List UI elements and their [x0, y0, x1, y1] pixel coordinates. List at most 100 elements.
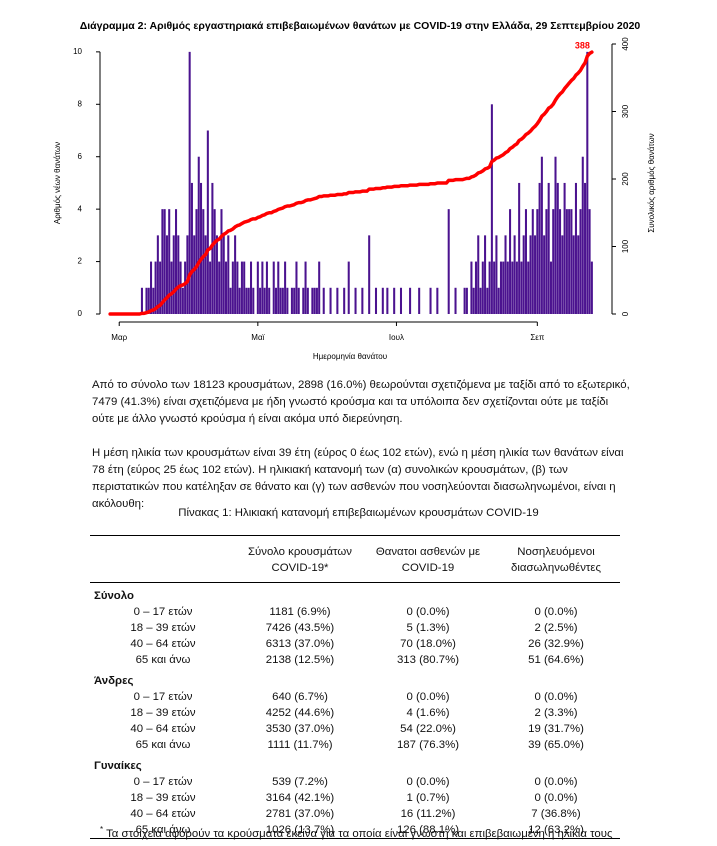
bar: [318, 261, 321, 314]
bar: [347, 261, 350, 314]
bar: [436, 287, 439, 314]
bar: [225, 261, 228, 314]
bar: [329, 287, 332, 314]
bar: [259, 287, 262, 314]
row-label: 40 – 64 ετών: [130, 723, 196, 735]
cell: 19 (31.7%): [528, 723, 584, 735]
y2-axis-label: Συνολικός αριθμός θανάτων: [647, 133, 656, 232]
bar: [354, 287, 357, 314]
bar: [565, 209, 568, 314]
group-row: Άνδρες: [90, 668, 620, 689]
bar: [536, 209, 539, 314]
cell: 6313 (37.0%): [265, 638, 335, 650]
bar: [336, 287, 339, 314]
cell: 539 (7.2%): [272, 776, 328, 788]
bar: [256, 261, 259, 314]
table-caption: Πίνακας 1: Ηλικιακή κατανομή επιβεβαιωμέ…: [178, 507, 539, 519]
bar: [545, 209, 548, 314]
cell: 4 (1.6%): [406, 707, 450, 719]
bar: [236, 261, 239, 314]
bar: [252, 287, 255, 314]
x-tick-label: Σεπ: [530, 333, 545, 342]
bar: [188, 51, 191, 315]
table-row: 40 – 64 ετών 2781 (37.0%) 16 (11.2%) 7 (36.…: [90, 806, 620, 822]
bar: [315, 287, 318, 314]
bar: [540, 156, 543, 314]
bar: [238, 287, 241, 314]
bar: [322, 287, 325, 314]
bar: [231, 261, 234, 314]
bar: [590, 261, 593, 314]
bar: [284, 261, 287, 314]
group-name: Άνδρες: [94, 674, 134, 687]
y2-tick-label: 100: [621, 239, 630, 253]
y-axis-label: Αριθμός νέων θανάτων: [53, 142, 62, 224]
bar: [154, 261, 157, 314]
bar: [559, 209, 562, 314]
y2-tick-label: 200: [621, 172, 630, 186]
bar: [509, 209, 512, 314]
bar: [527, 261, 530, 314]
bar: [538, 182, 541, 314]
cell: 12 (63.2%): [528, 824, 584, 836]
bar: [272, 261, 275, 314]
bar: [529, 235, 532, 314]
y-tick-label: 2: [78, 257, 83, 266]
bar: [386, 287, 389, 314]
bar: [156, 235, 159, 314]
bar: [209, 261, 212, 314]
bar: [220, 209, 223, 314]
bar: [206, 130, 209, 314]
y2-tick-label: 0: [621, 311, 630, 316]
bar: [554, 156, 557, 314]
row-label: 40 – 64 ετών: [130, 638, 196, 650]
header-cell: Θανατοι ασθενών με COVID-19: [364, 535, 492, 583]
bar: [147, 287, 150, 314]
bar: [381, 287, 384, 314]
group-name: Σύνολο: [94, 589, 134, 602]
bar: [161, 209, 164, 314]
table-row: 18 – 39 ετών 7426 (43.5%) 5 (1.3%) 2 (2.5%): [90, 620, 620, 636]
bar: [222, 235, 225, 314]
end-value-label: 388: [575, 40, 590, 50]
bar: [499, 261, 502, 314]
bar: [311, 287, 314, 314]
bar: [281, 287, 284, 314]
bar: [547, 182, 550, 314]
bar: [168, 209, 171, 314]
cell: 2 (2.5%): [534, 622, 578, 634]
bar: [181, 287, 184, 314]
bar: [463, 287, 466, 314]
bar: [243, 261, 246, 314]
row-label: 65 και άνω: [135, 654, 191, 666]
cell: 126 (88.1%): [396, 824, 460, 836]
table-row: 18 – 39 ετών 4252 (44.6%) 4 (1.6%) 2 (3.3%): [90, 705, 620, 721]
group-name: Γυναίκες: [94, 759, 142, 772]
bar: [474, 261, 477, 314]
row-label: 65 και άνω: [135, 824, 191, 836]
bar: [295, 261, 298, 314]
table-row: 0 – 17 ετών 640 (6.7%) 0 (0.0%) 0 (0.0%): [90, 689, 620, 705]
chart: Διάγραμμα 2: Αριθμός εργαστηριακά επιβεβ…: [53, 20, 656, 361]
bar: [399, 287, 403, 314]
bar: [556, 182, 559, 314]
bar: [140, 287, 143, 314]
cell: 0 (0.0%): [406, 691, 450, 703]
table-row: 40 – 64 ετών 6313 (37.0%) 70 (18.0%) 26 (32…: [90, 636, 620, 652]
cell: 187 (76.3%): [396, 739, 460, 751]
cell: 1026 (13.7%): [265, 824, 335, 836]
header-row: Σύνολο κρουσμάτων COVID-19* Θανατοι ασθεν…: [90, 535, 620, 583]
paragraph: Από το σύνολο των 18123 κρουσμάτων, 2898…: [92, 379, 630, 425]
row-label: 0 – 17 ετών: [133, 776, 193, 788]
paragraph: Η μέση ηλικία των κρουσμάτων είναι 39 έτ…: [92, 447, 624, 510]
footnote-mark: *: [100, 825, 104, 834]
bar: [277, 261, 280, 314]
cell: 2781 (37.0%): [265, 808, 335, 820]
cell: 1181 (6.9%): [269, 606, 331, 618]
bar: [495, 235, 498, 314]
bar: [195, 209, 198, 314]
table-row: 40 – 64 ετών 3530 (37.0%) 54 (22.0%) 19 (31…: [90, 721, 620, 737]
table-row: 18 – 39 ετών 3164 (42.1%) 1 (0.7%) 0 (0.0%): [90, 790, 620, 806]
bar: [343, 287, 346, 314]
bar: [184, 261, 187, 314]
